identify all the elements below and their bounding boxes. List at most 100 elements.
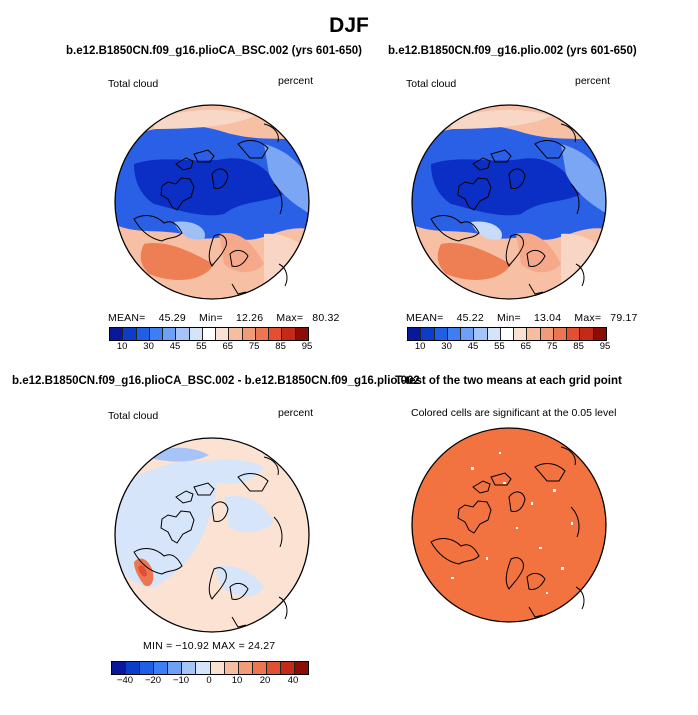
colorbar-swatch bbox=[295, 328, 308, 340]
colorbar-swatch bbox=[269, 328, 283, 340]
colorbar-tick-label: −20 bbox=[144, 675, 162, 686]
colorbar-swatch bbox=[447, 328, 462, 340]
colorbar-tick-label: 30 bbox=[441, 341, 452, 352]
panel-heading-tr: b.e12.B1850CN.f09_g16.plio.002 (yrs 601-… bbox=[388, 45, 637, 57]
colorbar-tick-label: 55 bbox=[494, 341, 505, 352]
colorbar-swatch bbox=[280, 662, 296, 674]
colorbar-swatch bbox=[252, 662, 267, 674]
colorbar-swatch bbox=[189, 328, 203, 340]
mean-value: 45.29 bbox=[158, 312, 186, 324]
colorbar-swatch bbox=[500, 328, 515, 340]
min-label: Min= bbox=[497, 312, 521, 324]
colorbar-swatch bbox=[154, 662, 169, 674]
colorbar-tick-label: 45 bbox=[467, 341, 479, 352]
colorbar-swatch bbox=[255, 328, 270, 340]
colorbar-tick-label: 55 bbox=[196, 341, 207, 352]
figure-title: DJF bbox=[329, 14, 369, 37]
panel-heading-br: T-test of the two means at each grid poi… bbox=[395, 375, 622, 387]
polar-map-tr bbox=[411, 104, 607, 300]
colorbar-swatch bbox=[266, 662, 281, 674]
colorbar-tick-label: 75 bbox=[248, 341, 260, 352]
colorbar-tick-label: 65 bbox=[222, 341, 234, 352]
panel-label-units-bl: percent bbox=[278, 407, 314, 419]
stats-tl: MEAN= 45.29 Min= 12.26 Max= 80.32 bbox=[108, 312, 340, 324]
colorbar-swatch bbox=[408, 328, 422, 340]
panel-label-variable-tl: Total cloud bbox=[108, 78, 159, 90]
panel-note-br: Colored cells are significant at the 0.0… bbox=[411, 407, 617, 419]
colorbar-swatch bbox=[567, 328, 581, 340]
colorbar-tl bbox=[109, 327, 309, 341]
colorbar-tick-label: 10 bbox=[231, 675, 243, 686]
panel-label-units-tr: percent bbox=[575, 75, 611, 87]
colorbar-swatch bbox=[229, 328, 243, 340]
stats-tr: MEAN= 45.22 Min= 13.04 Max= 79.17 bbox=[406, 312, 638, 324]
colorbar-swatch bbox=[434, 328, 448, 340]
polar-map-tl bbox=[114, 104, 310, 300]
stats-bl: MIN = −10.92 MAX = 24.27 bbox=[143, 640, 276, 652]
colorbar-swatch bbox=[282, 328, 296, 340]
colorbar-swatch bbox=[580, 328, 594, 340]
colorbar-tick-label: 85 bbox=[573, 341, 584, 352]
colorbar-swatch bbox=[487, 328, 501, 340]
colorbar-tick-label: −40 bbox=[116, 675, 134, 686]
colorbar-tick-label: 10 bbox=[116, 341, 128, 352]
colorbar-tick-label: 85 bbox=[275, 341, 286, 352]
colorbar-swatch bbox=[540, 328, 554, 340]
colorbar-swatch bbox=[149, 328, 164, 340]
colorbar-swatch bbox=[123, 328, 137, 340]
colorbar-swatch bbox=[136, 328, 150, 340]
panel-label-variable-bl: Total cloud bbox=[108, 410, 159, 422]
colorbar-tick-label: 20 bbox=[259, 675, 271, 686]
polar-map-bl bbox=[114, 437, 310, 633]
colorbar-tr bbox=[407, 327, 607, 341]
min-value: 12.26 bbox=[235, 312, 264, 324]
colorbar-swatch bbox=[593, 328, 606, 340]
colorbar-swatch bbox=[140, 662, 155, 674]
colorbar-swatch bbox=[176, 328, 190, 340]
colorbar-swatch bbox=[168, 662, 183, 674]
colorbar-tick-label: 0 bbox=[206, 675, 212, 686]
colorbar-swatch bbox=[216, 328, 230, 340]
colorbar-swatch bbox=[238, 662, 253, 674]
colorbar-swatch bbox=[527, 328, 541, 340]
max-label: Max= bbox=[574, 312, 602, 324]
mean-label: MEAN= bbox=[108, 312, 146, 324]
colorbar-swatch bbox=[224, 662, 239, 674]
colorbar-swatch bbox=[421, 328, 435, 340]
colorbar-swatch bbox=[553, 328, 568, 340]
colorbar-tick-label: −10 bbox=[172, 675, 190, 686]
colorbar-swatch bbox=[461, 328, 475, 340]
colorbar-swatch bbox=[474, 328, 488, 340]
colorbar-swatch bbox=[163, 328, 177, 340]
colorbar-tick-label: 95 bbox=[599, 341, 611, 352]
colorbar-swatch bbox=[514, 328, 528, 340]
colorbar-tick-label: 95 bbox=[301, 341, 313, 352]
colorbar-swatch bbox=[242, 328, 256, 340]
colorbar-tick-label: 30 bbox=[143, 341, 154, 352]
colorbar-swatch bbox=[295, 662, 309, 674]
panel-heading-bl: b.e12.B1850CN.f09_g16.plioCA_BSC.002 - b… bbox=[12, 375, 420, 387]
max-label: Max= bbox=[276, 312, 304, 324]
colorbar-swatch bbox=[202, 328, 217, 340]
colorbar-tick-label: 10 bbox=[414, 341, 426, 352]
colorbar-tick-label: 65 bbox=[520, 341, 532, 352]
colorbar-swatch bbox=[196, 662, 211, 674]
colorbar-tick-label: 40 bbox=[287, 675, 299, 686]
colorbar-tick-label: 45 bbox=[169, 341, 181, 352]
panel-label-units-tl: percent bbox=[278, 75, 314, 87]
colorbar-swatch bbox=[110, 328, 124, 340]
min-value: 13.04 bbox=[533, 312, 562, 324]
colorbar-tick-label: 75 bbox=[546, 341, 558, 352]
mean-value: 45.22 bbox=[456, 312, 484, 324]
colorbar-bl bbox=[111, 661, 309, 675]
colorbar-swatch bbox=[210, 662, 225, 674]
panel-label-variable-tr: Total cloud bbox=[406, 78, 457, 90]
panel-heading-tl: b.e12.B1850CN.f09_g16.plioCA_BSC.002 (yr… bbox=[66, 45, 362, 57]
colorbar-swatch bbox=[112, 662, 127, 674]
colorbar-swatch bbox=[182, 662, 197, 674]
mean-label: MEAN= bbox=[406, 312, 444, 324]
max-value: 80.32 bbox=[312, 312, 340, 324]
colorbar-swatch bbox=[126, 662, 141, 674]
polar-map-br bbox=[411, 427, 607, 623]
max-value: 79.17 bbox=[610, 312, 638, 324]
